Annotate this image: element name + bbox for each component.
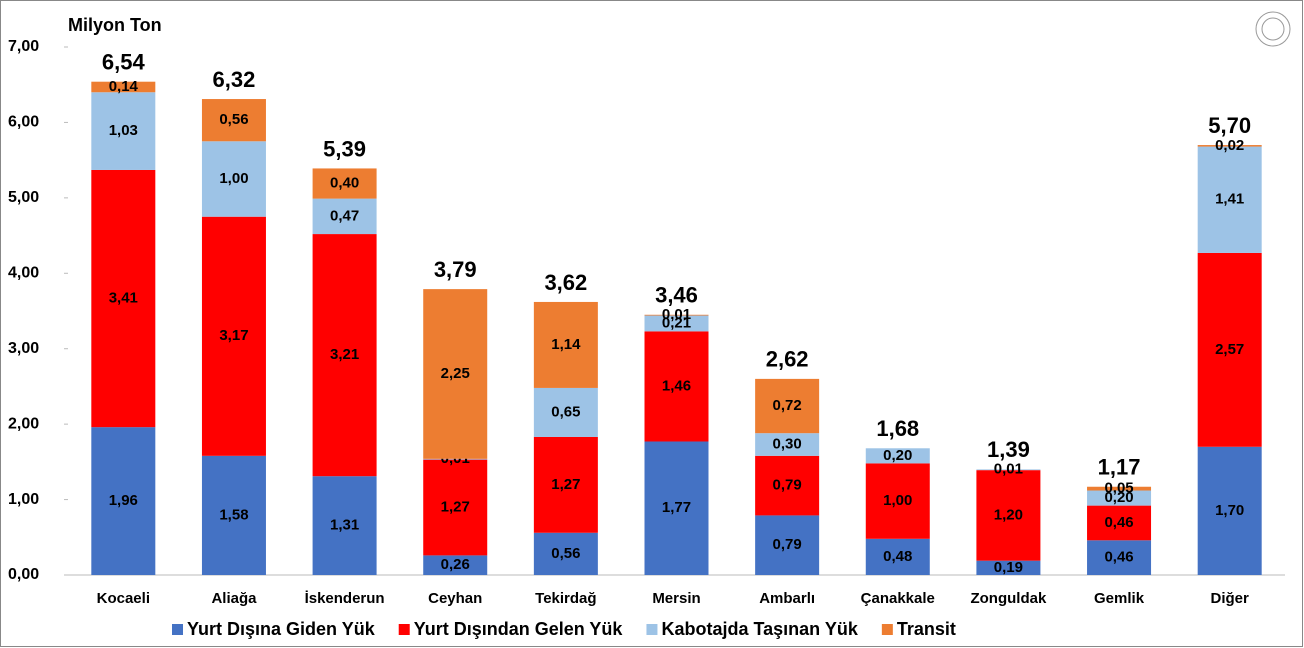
value-label: 0,79 xyxy=(773,536,802,553)
x-tick-label: Mersin xyxy=(652,590,700,607)
x-tick-label: Ceyhan xyxy=(428,590,482,607)
value-label: 0,05 xyxy=(1104,480,1133,497)
value-label: 0,02 xyxy=(1215,137,1244,154)
value-label: 1,96 xyxy=(109,492,138,509)
y-tick-label: 0,00 xyxy=(8,566,39,583)
legend-label: Transit xyxy=(897,619,956,639)
x-tick-label: Çanakkale xyxy=(861,590,935,607)
value-label: 0,56 xyxy=(551,545,580,562)
value-label: 1,77 xyxy=(662,499,691,516)
value-label: 3,17 xyxy=(219,327,248,344)
value-label: 0,30 xyxy=(773,435,802,452)
y-tick-label: 5,00 xyxy=(8,189,39,206)
value-label: 0,26 xyxy=(441,556,470,573)
x-tick-label: Aliağa xyxy=(211,590,257,607)
total-label: 6,32 xyxy=(213,67,256,92)
legend-swatch xyxy=(172,624,183,635)
value-label: 0,56 xyxy=(219,111,248,128)
y-tick-label: 3,00 xyxy=(8,340,39,357)
total-label: 3,46 xyxy=(655,283,698,308)
legend-label: Yurt Dışından Gelen Yük xyxy=(414,619,624,639)
value-label: 0,20 xyxy=(883,447,912,464)
x-tick-label: Ambarlı xyxy=(759,590,815,607)
x-tick-label: Tekirdağ xyxy=(535,590,596,607)
total-label: 3,62 xyxy=(544,270,587,295)
legend-swatch xyxy=(882,624,893,635)
y-tick-label: 4,00 xyxy=(8,265,39,282)
total-label: 1,68 xyxy=(876,416,919,441)
value-label: 0,14 xyxy=(109,78,139,95)
x-tick-label: Diğer xyxy=(1211,590,1250,607)
value-label: 0,65 xyxy=(551,403,580,420)
value-label: 1,00 xyxy=(219,170,248,187)
value-label: 0,46 xyxy=(1104,514,1133,531)
total-label: 5,39 xyxy=(323,136,366,161)
value-label: 1,27 xyxy=(441,498,470,515)
value-label: 0,48 xyxy=(883,548,912,565)
value-label: 1,00 xyxy=(883,492,912,509)
chart: Milyon Ton 0,00 1,00 2,00 3,00 4,00 5,00 6,00 7… xyxy=(0,0,1304,648)
value-label: 2,57 xyxy=(1215,341,1244,358)
total-label: 1,17 xyxy=(1098,455,1141,480)
legend-label: Yurt Dışına Giden Yük xyxy=(187,619,376,639)
total-label: 1,39 xyxy=(987,437,1030,462)
value-label: 1,31 xyxy=(330,517,359,534)
value-label: 1,14 xyxy=(551,336,581,353)
value-label: 1,46 xyxy=(662,377,691,394)
y-tick-label: 1,00 xyxy=(8,491,39,508)
total-label: 2,62 xyxy=(766,347,809,372)
y-axis-title: Milyon Ton xyxy=(68,15,162,35)
legend-swatch xyxy=(646,624,657,635)
value-label: 0,01 xyxy=(662,306,691,323)
y-tick-label: 6,00 xyxy=(8,114,39,131)
total-label: 6,54 xyxy=(102,50,146,75)
value-label: 0,46 xyxy=(1104,549,1133,566)
value-label: 0,19 xyxy=(994,559,1023,576)
value-label: 0,72 xyxy=(773,397,802,414)
y-tick-label: 2,00 xyxy=(8,415,39,432)
total-label: 3,79 xyxy=(434,257,477,282)
value-label: 1,41 xyxy=(1215,191,1244,208)
value-label: 0,47 xyxy=(330,207,359,224)
x-tick-label: İskenderun xyxy=(305,590,385,607)
value-label: 1,70 xyxy=(1215,502,1244,519)
value-label: 3,21 xyxy=(330,346,359,363)
legend-swatch xyxy=(399,624,410,635)
y-tick-label: 7,00 xyxy=(8,38,39,55)
x-tick-label: Kocaeli xyxy=(97,590,150,607)
value-label: 1,58 xyxy=(219,506,248,523)
value-label: 0,79 xyxy=(773,477,802,494)
value-label: 1,27 xyxy=(551,476,580,493)
value-label: 0,40 xyxy=(330,174,359,191)
value-label: 0,01 xyxy=(994,461,1023,478)
value-label: 3,41 xyxy=(109,290,138,307)
legend-label: Kabotajda Taşınan Yük xyxy=(661,619,858,639)
x-tick-label: Gemlik xyxy=(1094,590,1145,607)
value-label: 2,25 xyxy=(441,365,470,382)
value-label: 1,03 xyxy=(109,122,138,139)
x-tick-label: Zonguldak xyxy=(970,590,1046,607)
value-label: 1,20 xyxy=(994,506,1023,523)
total-label: 5,70 xyxy=(1208,113,1251,138)
